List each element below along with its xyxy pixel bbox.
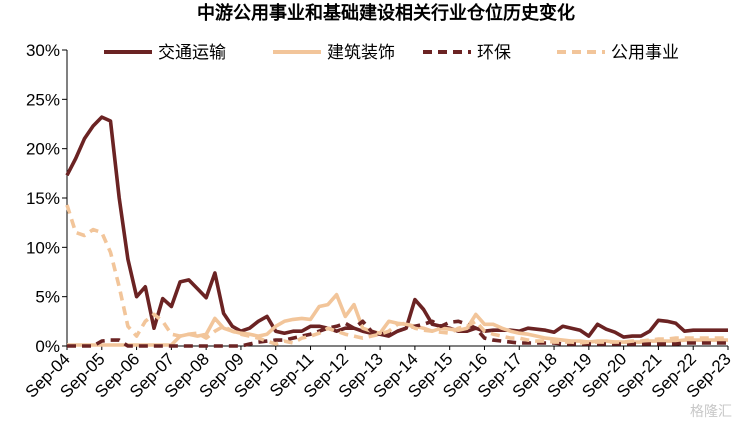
y-tick-label: 0% — [35, 337, 60, 356]
legend-label: 环保 — [477, 43, 511, 63]
legend: 交通运输 建筑装饰 环保 公用事业 — [104, 43, 679, 63]
series-line — [65, 115, 728, 339]
legend-label: 建筑装饰 — [327, 43, 395, 63]
y-axis: 0% 5% 10% 15% 20% 25% 30% — [26, 41, 68, 356]
series-line — [65, 204, 728, 346]
y-tick-label: 5% — [35, 288, 60, 307]
y-tick-label: 30% — [26, 41, 60, 60]
y-tick-label: 20% — [26, 140, 60, 159]
series-layer — [65, 115, 728, 348]
y-tick-label: 15% — [26, 189, 60, 208]
legend-label: 公用事业 — [611, 43, 679, 63]
y-tick-label: 25% — [26, 90, 60, 109]
y-tick-label: 10% — [26, 238, 60, 257]
chart-title: 中游公用事业和基础建设相关行业仓位历史变化 — [197, 2, 575, 24]
x-axis: Sep-04Sep-05Sep-06Sep-07Sep-08Sep-09Sep-… — [22, 345, 735, 402]
watermark: 格隆汇 — [690, 404, 732, 420]
series-line — [67, 319, 728, 348]
legend-label: 交通运输 — [158, 43, 226, 63]
